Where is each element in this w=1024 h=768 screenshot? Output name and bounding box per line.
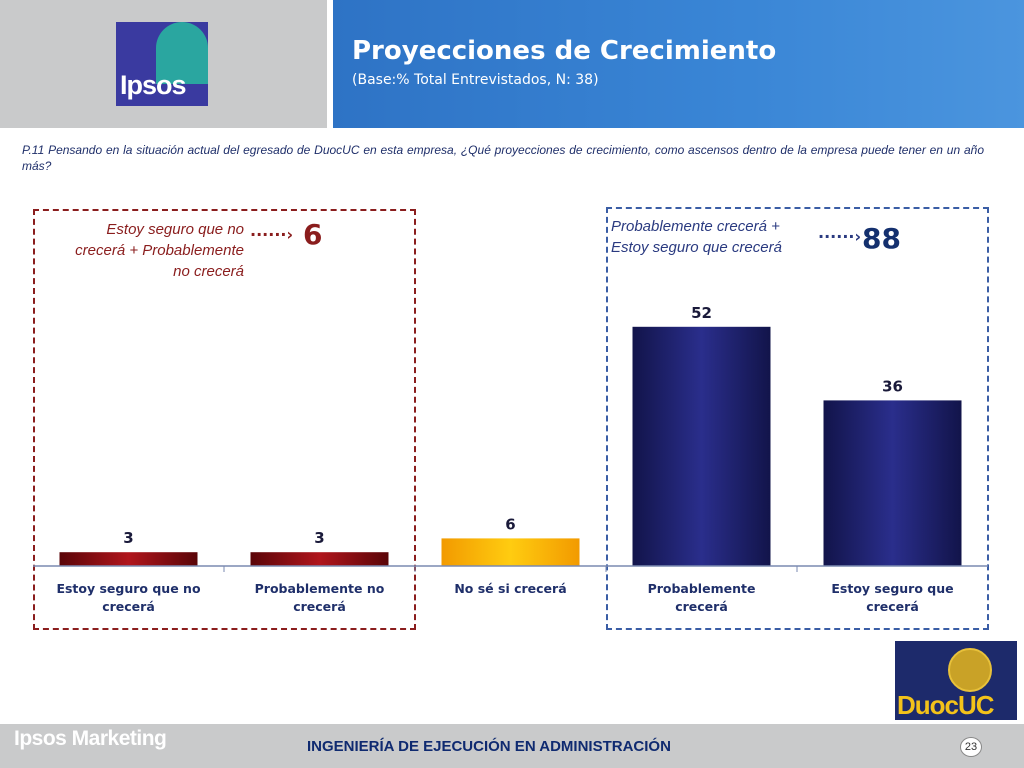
page-title: Proyecciones de Crecimiento bbox=[352, 36, 777, 66]
positive-label-line: Estoy seguro que crecerá bbox=[611, 239, 782, 256]
negative-total: 6 bbox=[303, 218, 323, 251]
negative-group-box bbox=[33, 209, 416, 630]
footer-brand: Ipsos Marketing bbox=[14, 727, 167, 750]
negative-group-label: Estoy seguro que no crecerá + Probableme… bbox=[40, 219, 244, 282]
x-tick-label: Estoy seguro que crecerá bbox=[831, 581, 953, 614]
page-subtitle: (Base:% Total Entrevistados, N: 38) bbox=[352, 72, 599, 88]
negative-label-line: Estoy seguro que no bbox=[106, 221, 244, 238]
ipsos-logo-text: Ipsos bbox=[120, 70, 187, 100]
positive-label-line: Probablemente crecerá + bbox=[611, 218, 780, 235]
data-label: 6 bbox=[505, 515, 515, 533]
negative-label-line: crecerá + Probablemente bbox=[75, 242, 244, 259]
duocuc-logo-text: DuocUC bbox=[897, 690, 995, 720]
data-label: 3 bbox=[123, 529, 133, 547]
footer-program: INGENIERÍA DE EJECUCIÓN EN ADMINISTRACIÓ… bbox=[307, 738, 671, 755]
survey-question: P.11 Pensando en la situación actual del… bbox=[22, 143, 984, 173]
header-right-panel bbox=[333, 0, 1024, 128]
x-tick-label: Probablemente no crecerá bbox=[255, 581, 385, 614]
negative-label-line: no crecerá bbox=[173, 263, 244, 280]
ipsos-logo-face-icon bbox=[156, 22, 208, 84]
footer-bar bbox=[0, 724, 1024, 768]
positive-arrow-icon: ······› bbox=[818, 227, 862, 246]
data-label: 52 bbox=[691, 304, 712, 322]
positive-total: 88 bbox=[862, 222, 901, 255]
x-tick-label: No sé si crecerá bbox=[454, 581, 566, 596]
bar bbox=[250, 552, 389, 566]
positive-group-box bbox=[606, 207, 989, 630]
positive-group-label: Probablemente crecerá + Estoy seguro que… bbox=[611, 216, 811, 258]
bar bbox=[441, 538, 580, 566]
data-label: 3 bbox=[314, 529, 324, 547]
bar bbox=[823, 400, 962, 566]
bar bbox=[59, 552, 198, 566]
negative-arrow-icon: ······› bbox=[250, 225, 294, 244]
data-label: 36 bbox=[882, 377, 903, 395]
page-number: 23 bbox=[960, 737, 982, 757]
x-tick-label: Estoy seguro que no crecerá bbox=[56, 581, 200, 614]
duocuc-seal-icon bbox=[948, 648, 992, 692]
x-tick-label: Probablemente crecerá bbox=[648, 581, 756, 614]
bar bbox=[632, 326, 771, 566]
